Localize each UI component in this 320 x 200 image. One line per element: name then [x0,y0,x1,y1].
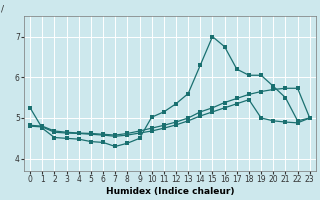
X-axis label: Humidex (Indice chaleur): Humidex (Indice chaleur) [106,187,234,196]
Text: /: / [1,4,4,13]
